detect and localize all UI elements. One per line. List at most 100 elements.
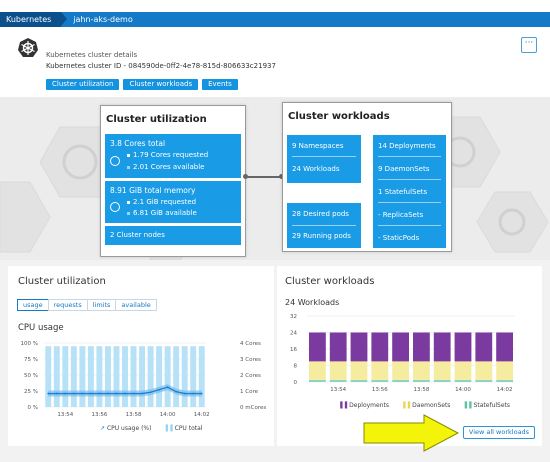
memory-available: 6.81 GiB available — [133, 209, 197, 217]
bar-segment-statefulsets — [496, 379, 513, 382]
bar-segment-statefulsets — [433, 379, 451, 382]
tab-available[interactable]: available — [115, 299, 157, 311]
workloads-card-title: Cluster workloads — [285, 276, 375, 287]
bar-segment-daemonsets — [413, 361, 430, 380]
cores-requested: 1.79 Cores requested — [133, 151, 209, 159]
breadcrumb: Kubernetes jahn-aks-demo — [0, 12, 550, 27]
namespaces-workloads-tile[interactable]: 9 Namespaces 24 Workloads — [287, 135, 361, 183]
y-tick-label-right: 2 Cores — [240, 373, 261, 379]
statefulsets-count: 1 StatefulSets — [378, 188, 428, 196]
workloads-count: 24 Workloads — [292, 165, 340, 173]
cpu-total-bar — [79, 346, 86, 407]
cpu-total-bar — [139, 346, 146, 407]
cpu-usage-point — [166, 386, 169, 389]
cpu-usage-point — [115, 392, 118, 395]
cores-tile[interactable]: 3.8 Cores total 1.79 Cores requested 2.0… — [105, 134, 241, 178]
deployments-count: 14 Deployments — [378, 142, 436, 150]
cpu-total-bar — [130, 346, 137, 407]
cpu-total-bar — [164, 346, 171, 407]
bar-chart-icon: ▐▐ — [462, 402, 472, 409]
cpu-total-bar — [45, 346, 52, 407]
bar-segment-statefulsets — [371, 379, 389, 382]
x-tick-label: 13:54 — [330, 387, 346, 393]
utilization-metric-tabs: usage requests limits available — [17, 299, 157, 311]
memory-requested: 2.1 GiB requested — [133, 198, 197, 206]
available-bullet-icon — [127, 211, 130, 215]
cpu-usage-point — [55, 392, 58, 395]
bar-segment-deployments — [475, 332, 493, 362]
cpu-chart-title: CPU usage — [18, 323, 64, 333]
utilization-panel-title: Cluster utilization — [106, 114, 207, 125]
top-bar: Kubernetes jahn-aks-demo — [0, 0, 550, 27]
y-tick-label-right: 3 Cores — [240, 357, 261, 363]
divider-line — [292, 156, 356, 157]
cpu-total-bar — [122, 346, 128, 407]
bar-segment-statefulsets — [350, 379, 368, 382]
y-tick-label-left: 100 % — [21, 341, 38, 347]
y-tick-label-right: 4 Cores — [240, 341, 261, 347]
tab-usage[interactable]: usage — [17, 299, 49, 311]
workloads-count-label: 24 Workloads — [285, 298, 340, 307]
x-tick-label: 14:00 — [160, 412, 176, 418]
utilization-panel: Cluster utilization 3.8 Cores total 1.79… — [100, 105, 246, 257]
cpu-total-bar — [147, 346, 154, 407]
cpu-total-bar — [181, 346, 188, 407]
cpu-usage-point — [192, 392, 195, 395]
memory-tile[interactable]: 8.91 GiB total memory 2.1 GiB requested … — [105, 181, 241, 223]
workload-types-tile[interactable]: 14 Deployments 9 DaemonSets 1 StatefulSe… — [373, 135, 446, 248]
nodes-tile[interactable]: 2 Cluster nodes — [105, 226, 241, 245]
available-bullet-icon — [127, 165, 130, 169]
cpu-usage-point — [175, 390, 178, 393]
tab-cluster-workloads[interactable]: Cluster workloads — [123, 79, 199, 90]
bar-chart-icon: ▐▐ — [163, 425, 173, 432]
cpu-total-bar — [70, 346, 77, 407]
tab-cluster-utilization[interactable]: Cluster utilization — [46, 79, 120, 90]
header-subtitle: Kubernetes cluster details — [46, 51, 138, 59]
connector-end-dot — [279, 174, 284, 179]
memory-total: 8.91 GiB total memory — [110, 186, 196, 195]
bar-segment-deployments — [496, 332, 513, 362]
divider-line — [378, 202, 441, 203]
y-tick-label: 0 — [294, 380, 298, 386]
x-tick-label: 13:54 — [57, 412, 73, 418]
cluster-nodes: 2 Cluster nodes — [110, 231, 165, 239]
y-tick-label: 8 — [294, 364, 298, 370]
cpu-usage-point — [200, 392, 203, 395]
cpu-usage-point — [141, 392, 143, 395]
cpu-total-bar — [113, 346, 120, 407]
memory-ring-icon — [110, 202, 120, 212]
breadcrumb-item-kubernetes[interactable]: Kubernetes — [0, 12, 68, 27]
x-tick-label: 14:00 — [455, 387, 471, 393]
y-tick-label: 24 — [290, 331, 297, 337]
y-tick-label-left: 25 % — [24, 389, 38, 395]
cpu-usage-point — [132, 392, 135, 395]
divider-line — [378, 225, 441, 226]
breadcrumb-item-cluster[interactable]: jahn-aks-demo — [61, 12, 550, 27]
cpu-total-bar — [190, 346, 197, 407]
workloads-legend: ▐▐ Deployments ▐▐ DaemonSets ▐▐ Stateful… — [338, 402, 510, 409]
cores-ring-icon — [110, 156, 120, 166]
connector-start-dot — [243, 174, 248, 179]
bar-segment-deployments — [329, 332, 347, 362]
view-all-workloads-button[interactable]: View all workloads — [463, 426, 535, 439]
cpu-usage-point — [124, 392, 126, 395]
pods-tile[interactable]: 28 Desired pods 29 Running pods — [287, 203, 361, 248]
x-tick-label: 14:02 — [194, 412, 210, 418]
namespaces-count: 9 Namespaces — [292, 142, 344, 150]
tab-events[interactable]: Events — [202, 79, 238, 90]
cpu-total-bar — [96, 346, 103, 407]
bar-segment-daemonsets — [475, 361, 493, 380]
more-actions-button[interactable]: ··· — [521, 37, 537, 53]
cpu-total-bar — [198, 346, 205, 407]
tab-limits[interactable]: limits — [86, 299, 117, 311]
desired-pods: 28 Desired pods — [292, 210, 349, 218]
legend-daemonsets-label: DaemonSets — [412, 402, 451, 409]
x-tick-label: 14:02 — [497, 387, 513, 393]
staticpods-count: - StaticPods — [378, 234, 420, 242]
bar-segment-deployments — [350, 332, 368, 362]
tab-requests[interactable]: requests — [47, 299, 88, 311]
cpu-usage-point — [158, 388, 161, 391]
bar-segment-daemonsets — [496, 361, 513, 380]
x-tick-label: 13:56 — [372, 387, 388, 393]
x-tick-label: 13:58 — [126, 412, 142, 418]
